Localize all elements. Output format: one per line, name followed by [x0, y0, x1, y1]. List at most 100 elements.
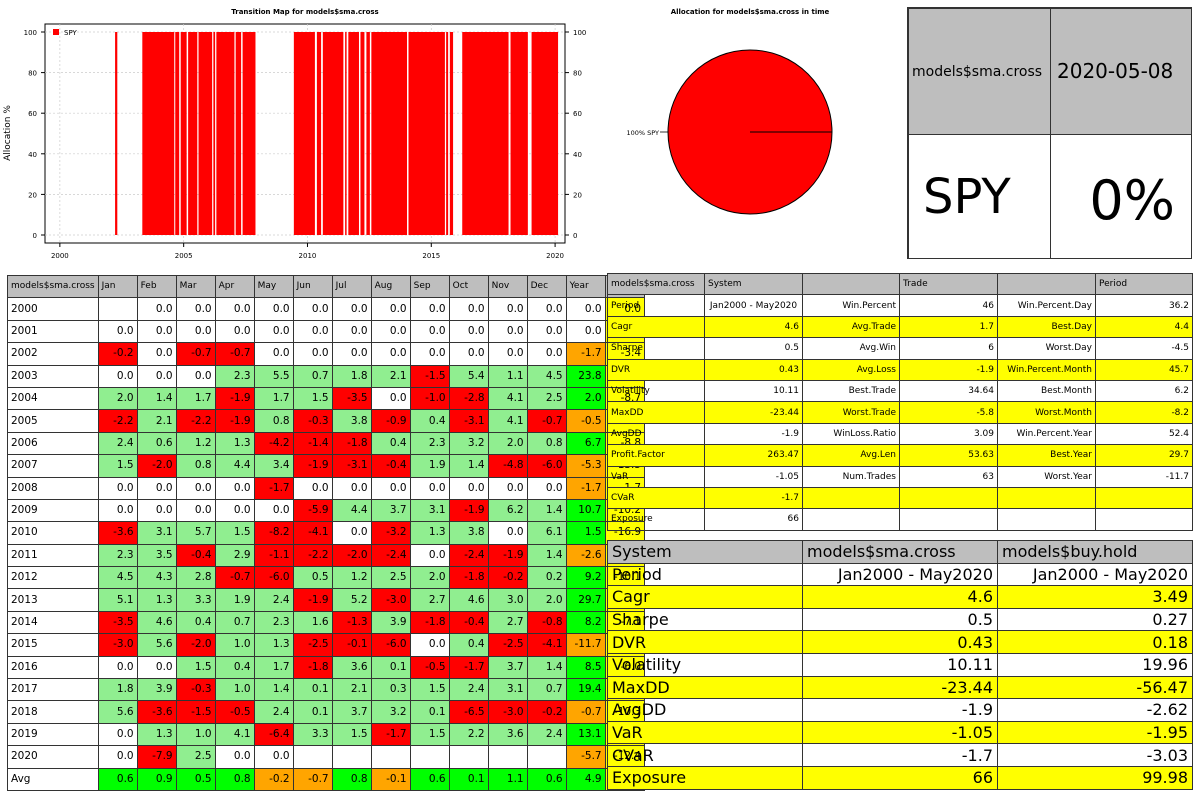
- return-cell: -0.7: [214, 342, 255, 366]
- return-cell: 2.7: [487, 610, 528, 635]
- return-cell: -2.2: [97, 409, 138, 433]
- stats-header-row: models$sma.cross System Trade Period: [607, 272, 1193, 296]
- monthly-row: 2008 0.0 0.0 0.0 0.0 -1.7 0.0 0.0 0.0 0.0 0.0 0.0 0.…: [7, 476, 646, 500]
- return-cell: -0.3: [292, 409, 333, 433]
- compare-row: AvgDD -1.9 -2.62: [607, 698, 1193, 722]
- return-cell: -3.6: [136, 700, 177, 724]
- return-cell: -6.0: [370, 633, 411, 657]
- return-cell: 2.0: [565, 386, 606, 411]
- return-cell: 1.3: [409, 521, 450, 545]
- return-cell: -1.3: [331, 610, 372, 635]
- transition-ylabel: Allocation %: [3, 105, 13, 161]
- return-cell: 0.0: [97, 745, 138, 769]
- compare-metric-value: 3.49: [997, 585, 1193, 609]
- return-cell: 0.0: [526, 342, 567, 366]
- monthly-row: 2012 4.5 4.3 2.8 -0.7 -6.0 0.5 1.2 2.5 2.0 -1.8 -0.…: [7, 566, 646, 590]
- return-cell: 2.0: [526, 588, 567, 612]
- return-cell: -4.1: [292, 521, 333, 545]
- return-cell: 0.0: [97, 655, 138, 680]
- return-cell: 0.0: [331, 476, 372, 500]
- return-cell: 1.0: [214, 633, 255, 657]
- return-cell: 5.2: [331, 588, 372, 612]
- monthly-header-cell: Mar: [175, 274, 216, 299]
- return-cell: -2.0: [175, 633, 216, 657]
- return-cell: 1.5: [331, 722, 372, 747]
- stats-metric-label: Best.Day: [997, 315, 1096, 339]
- year-label: 2009: [7, 498, 99, 523]
- allocation-bar-spy: [366, 32, 370, 235]
- return-cell: 0.6: [526, 767, 567, 791]
- compare-metric-value: Jan2000 - May2020: [802, 562, 998, 587]
- stats-metric-label: Exposure: [607, 508, 705, 531]
- return-cell: [331, 745, 372, 769]
- stats-header-cell: [802, 272, 900, 296]
- return-cell: -3.0: [487, 700, 528, 724]
- stats-metric-value: 63: [899, 465, 998, 488]
- return-cell: -2.0: [331, 543, 372, 568]
- return-cell: 0.0: [409, 543, 450, 568]
- year-label: 2019: [7, 722, 99, 747]
- stats-metric-value: 263.47: [704, 444, 803, 467]
- stats-metric-value: 36.2: [1095, 294, 1193, 317]
- strategy-comparison-table: System models$sma.cross models$buy.hold Per…: [607, 540, 1193, 790]
- return-cell: 1.4: [526, 543, 567, 568]
- return-cell: 3.1: [136, 521, 177, 545]
- return-cell: 0.0: [370, 319, 411, 344]
- return-cell: -1.0: [409, 386, 450, 411]
- return-cell: -1.9: [214, 409, 255, 433]
- stats-metric-label: CVaR: [607, 486, 705, 510]
- return-cell: 23.8: [565, 364, 606, 388]
- return-cell: -3.5: [97, 610, 138, 635]
- allocation-bar-spy: [408, 32, 445, 235]
- year-label: 2016: [7, 655, 99, 680]
- year-label: 2017: [7, 678, 99, 702]
- return-cell: -0.2: [253, 767, 294, 791]
- monthly-row: 2015 -3.0 5.6 -2.0 1.0 1.3 -2.5 -0.1 -6.0 0.0 0.4-…: [7, 633, 646, 657]
- stats-metric-value: 0.5: [704, 337, 803, 360]
- return-cell: -1.9: [292, 588, 333, 612]
- monthly-row: 2005 -2.2 2.1 -2.2 -1.9 0.8 -0.3 3.8 -0.9 0.4 -3.1…: [7, 409, 646, 433]
- allocation-bar-spy: [360, 32, 365, 235]
- return-cell: 0.0: [97, 476, 138, 500]
- allocation-bar-spy: [213, 32, 216, 235]
- year-label: 2001: [7, 319, 99, 344]
- stats-metric-label: Best.Month: [997, 379, 1096, 403]
- y-tick-label-right: 60: [573, 110, 582, 118]
- return-cell: 1.4: [526, 498, 567, 523]
- year-label: 2006: [7, 431, 99, 456]
- return-cell: 0.0: [370, 476, 411, 500]
- y-tick-label-right: 20: [573, 191, 582, 199]
- return-cell: 3.8: [448, 521, 489, 545]
- return-cell: -1.5: [409, 364, 450, 388]
- allocation-bar-spy: [188, 32, 198, 235]
- return-cell: 0.0: [409, 319, 450, 344]
- return-cell: -7.9: [136, 745, 177, 769]
- allocation-bar-spy: [345, 32, 347, 235]
- allocation-bar-spy: [293, 32, 315, 235]
- return-cell: -0.2: [97, 342, 138, 366]
- return-cell: 0.0: [331, 521, 372, 545]
- monthly-returns-table: models$sma.cross Jan Feb Mar Apr May Jun Jul Aug…: [7, 274, 646, 791]
- return-cell: 2.3: [97, 543, 138, 568]
- monthly-row: 2018 5.6 -3.6 -1.5 -0.5 2.4 0.1 3.7 3.2 0.1 -6.5 -3…: [7, 700, 646, 724]
- return-cell: 1.3: [136, 588, 177, 612]
- monthly-header-cell: Year: [565, 274, 606, 299]
- monthly-row: 2004 2.0 1.4 1.7 -1.9 1.7 1.5 -3.5 0.0 -1.0 -2.8 4.…: [7, 386, 646, 411]
- y-tick-label-left: 40: [28, 151, 37, 159]
- return-cell: 0.0: [97, 722, 138, 747]
- return-cell: 0.0: [253, 297, 294, 321]
- return-cell: -0.1: [331, 633, 372, 657]
- stats-metric-label: MaxDD: [607, 401, 705, 424]
- return-cell: 0.0: [136, 364, 177, 388]
- monthly-row: 2009 0.0 0.0 0.0 0.0 0.0 -5.9 4.4 3.7 3.1 -1.9 6.2 1…: [7, 498, 646, 523]
- allocation-bar-spy: [198, 32, 213, 235]
- return-cell: 6.1: [526, 521, 567, 545]
- return-cell: 1.1: [487, 364, 528, 388]
- x-tick-label: 2000: [51, 252, 69, 260]
- return-cell: 0.0: [292, 476, 333, 500]
- return-cell: 1.4: [448, 454, 489, 478]
- compare-metric-value: 99.98: [997, 765, 1193, 790]
- return-cell: [409, 745, 450, 769]
- stats-metric-label: Cagr: [607, 315, 705, 339]
